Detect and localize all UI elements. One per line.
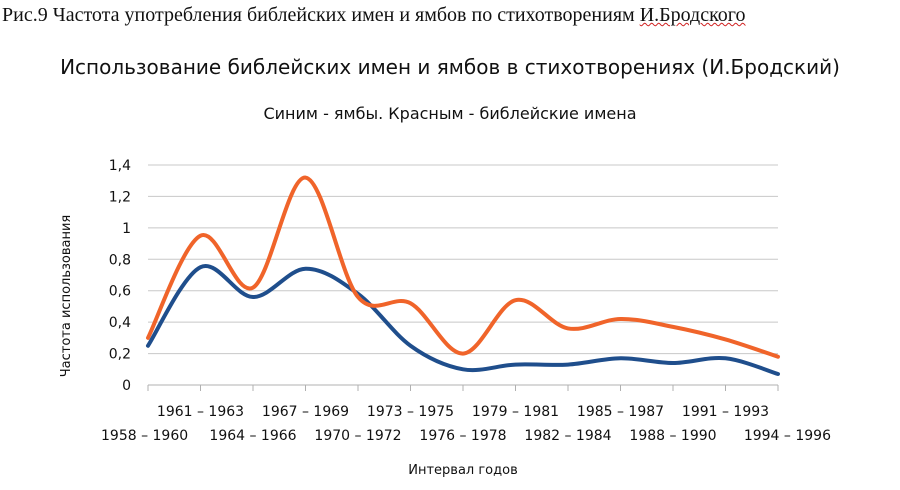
x-tick-label: 1967 – 1969: [262, 404, 349, 420]
chart-title: Использование библейских имен и ямбов в …: [60, 55, 840, 79]
chart-gridlines: [148, 164, 778, 355]
x-axis-label: Интервал годов: [408, 463, 518, 478]
x-tick-label: 1964 – 1966: [209, 428, 296, 444]
y-tick-label: 0,6: [109, 284, 131, 300]
series-line-2: [146, 175, 780, 359]
y-tick-label: 0,8: [109, 252, 131, 268]
x-tick-label: 1961 – 1963: [157, 404, 244, 420]
x-tick-label: 1973 – 1975: [367, 404, 454, 420]
chart-subtitle: Синим - ямбы. Красным - библейские имена: [263, 104, 637, 123]
y-tick-label: 1,2: [109, 189, 131, 205]
y-axis-label: Частота использования: [59, 215, 74, 378]
x-tick-label: 1991 – 1993: [682, 404, 769, 420]
x-tick-label: 1988 – 1990: [629, 428, 716, 444]
series-line-1: [146, 264, 780, 376]
x-tick-label: 1985 – 1987: [577, 404, 664, 420]
series-lines: [146, 175, 780, 376]
x-tick-label: 1976 – 1978: [419, 428, 506, 444]
figure-caption-author: И.Бродского: [639, 4, 746, 26]
y-tick-label: 1: [122, 221, 131, 237]
y-tick-label: 0,4: [109, 315, 131, 331]
y-tick-label: 0,2: [109, 347, 131, 363]
y-tick-label: 0: [122, 378, 131, 394]
x-tick-label: 1958 – 1960: [101, 428, 188, 444]
x-axis-tick-labels: 1958 – 1960 1961 – 1963 1964 – 1966 1967 – …: [101, 385, 831, 444]
figure-caption: Рис.9 Частота употребления библейских им…: [2, 4, 746, 27]
x-tick-label: 1979 – 1981: [472, 404, 559, 420]
y-axis-tick-labels: 0 0,2 0,4 0,6 0,8 1 1,2 1,4: [109, 158, 131, 394]
figure-caption-text: Рис.9 Частота употребления библейских им…: [2, 4, 640, 26]
x-tick-label: 1994 – 1996: [744, 428, 831, 444]
x-tick-label: 1982 – 1984: [524, 428, 611, 444]
x-tick-label: 1970 – 1972: [314, 428, 401, 444]
y-tick-label: 1,4: [109, 158, 131, 174]
